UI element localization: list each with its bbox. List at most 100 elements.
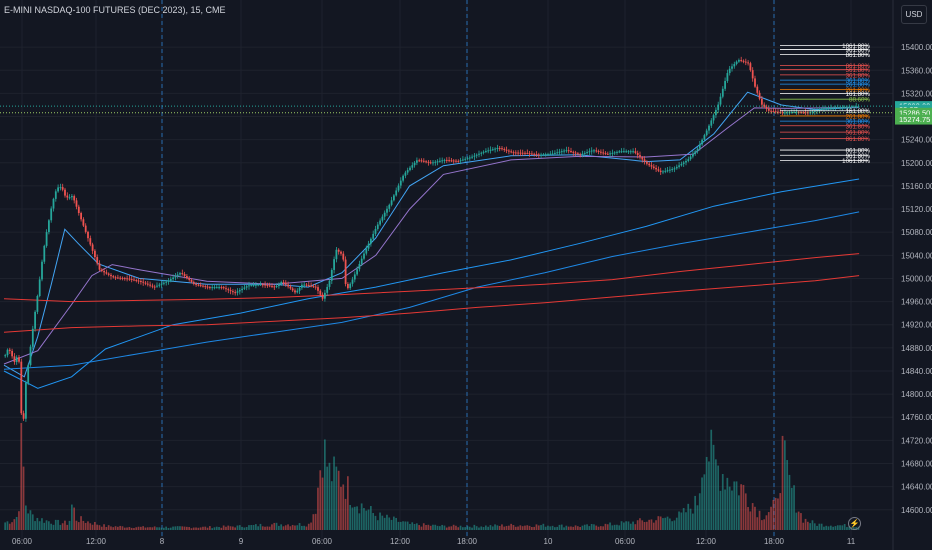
candle-body — [848, 106, 851, 108]
candle-body — [480, 152, 483, 154]
candle-body — [365, 248, 368, 254]
volume-bar — [554, 527, 556, 530]
candle-body — [119, 277, 122, 279]
volume-bar — [512, 525, 515, 530]
candle-body — [45, 232, 48, 246]
candle-body — [820, 108, 823, 110]
volume-bar — [363, 508, 365, 530]
candle-body — [94, 250, 96, 258]
candle-body — [271, 285, 273, 287]
volume-bar — [280, 524, 282, 530]
candle-body — [600, 151, 602, 153]
candle-body — [222, 287, 225, 289]
volume-bar — [652, 522, 655, 530]
candle-body — [811, 111, 814, 113]
candle-body — [491, 149, 494, 151]
volume-bar — [678, 511, 680, 530]
candle-body — [59, 187, 62, 189]
candle-body — [664, 170, 667, 172]
candle-body — [404, 172, 407, 176]
volume-bar — [749, 511, 752, 530]
volume-bar — [29, 510, 32, 530]
volume-bar — [80, 516, 82, 530]
candle-body — [772, 111, 775, 113]
volume-bar — [289, 526, 292, 530]
volume-bar — [204, 526, 207, 530]
candle-body — [625, 151, 628, 153]
volume-bar — [243, 527, 246, 530]
flash-icon[interactable]: ⚡ — [848, 517, 861, 530]
volume-bar — [8, 523, 11, 530]
candle-body — [832, 107, 835, 109]
volume-bar — [397, 521, 400, 530]
candle-body — [705, 130, 708, 136]
volume-bar — [629, 523, 632, 530]
candle-body — [425, 161, 427, 163]
candle-body — [464, 158, 467, 160]
volume-bar — [372, 513, 374, 530]
volume-bar — [98, 525, 101, 530]
candle-body — [503, 148, 506, 150]
candle-body — [107, 273, 110, 275]
volume-bar — [590, 523, 593, 530]
volume-bar — [816, 525, 818, 530]
volume-bar — [728, 486, 731, 530]
volume-bar — [310, 522, 312, 530]
volume-bar — [800, 513, 802, 530]
candle-body — [20, 361, 23, 414]
volume-bar — [611, 525, 614, 530]
volume-bar — [570, 526, 572, 530]
candle-body — [142, 281, 145, 283]
candle-body — [554, 152, 556, 154]
volume-bar — [383, 517, 386, 530]
candle-body — [478, 153, 480, 155]
candle-body — [31, 328, 34, 347]
candle-body — [857, 106, 860, 108]
candle-body — [87, 231, 89, 239]
candle-body — [158, 284, 161, 286]
candle-body — [225, 288, 227, 290]
candle-body — [452, 160, 455, 162]
candle-body — [243, 287, 246, 289]
volume-bar — [701, 477, 703, 530]
volume-bar — [294, 525, 296, 530]
volume-bar — [328, 462, 331, 530]
candle-body — [468, 157, 471, 159]
moving-average-line — [3, 178, 860, 389]
y-tick-label: 14800.00 — [901, 390, 932, 399]
volume-bar — [248, 525, 250, 530]
volume-bar — [163, 527, 165, 530]
volume-bar — [179, 526, 181, 530]
volume-bar — [779, 493, 782, 530]
candle-body — [728, 68, 731, 74]
volume-bar — [813, 523, 816, 530]
candle-body — [123, 278, 126, 280]
candle-body — [784, 112, 786, 114]
candle-body — [687, 159, 690, 161]
volume-bar — [494, 524, 496, 530]
candle-body — [252, 284, 255, 286]
volume-bar — [227, 525, 230, 530]
candle-body — [855, 106, 858, 108]
candle-body — [353, 274, 356, 280]
volume-bar — [121, 526, 124, 530]
volume-bar — [765, 515, 768, 530]
candle-body — [337, 249, 340, 252]
candle-body — [229, 290, 232, 292]
candle-body — [188, 278, 191, 280]
y-tick-label: 15360.00 — [901, 66, 932, 75]
candle-body — [174, 276, 177, 278]
candle-body — [245, 286, 248, 288]
candle-body — [397, 185, 400, 191]
candle-body — [579, 154, 582, 156]
candle-body — [395, 190, 398, 196]
candle-body — [804, 112, 807, 114]
currency-button[interactable]: USD — [901, 5, 927, 24]
volume-bar — [452, 524, 455, 530]
volume-bar — [31, 514, 34, 530]
candle-body — [98, 263, 101, 270]
volume-bar — [337, 470, 340, 530]
volume-bar — [261, 526, 264, 530]
candle-body — [459, 160, 462, 162]
